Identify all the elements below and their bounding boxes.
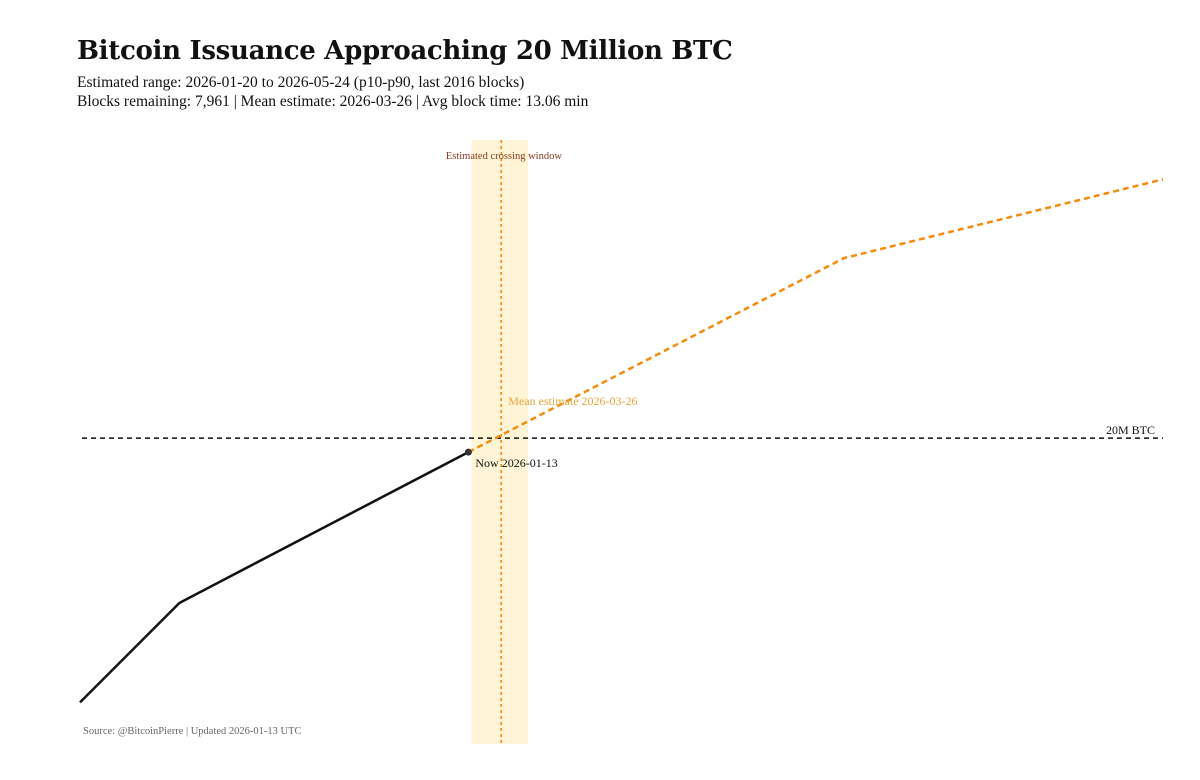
now-label: Now 2026-01-13 (475, 456, 557, 470)
source-note: Source: @BitcoinPierre | Updated 2026-01… (83, 726, 302, 737)
series-historical-line (79, 451, 469, 704)
now-marker (464, 448, 472, 456)
crossing-window-band (471, 140, 529, 744)
subtitle-range: Estimated range: 2026-01-20 to 2026-05-2… (77, 74, 525, 91)
series-projection-line (467, 178, 1164, 454)
chart-title: Bitcoin Issuance Approaching 20 Million … (77, 36, 733, 66)
crossing-window-label: Estimated crossing window (446, 151, 562, 162)
subtitle-stats: Blocks remaining: 7,961 | Mean estimate:… (77, 93, 589, 110)
reference-line-label: 20M BTC (1106, 423, 1155, 437)
mean-estimate-label: Mean estimate 2026-03-26 (508, 394, 637, 408)
